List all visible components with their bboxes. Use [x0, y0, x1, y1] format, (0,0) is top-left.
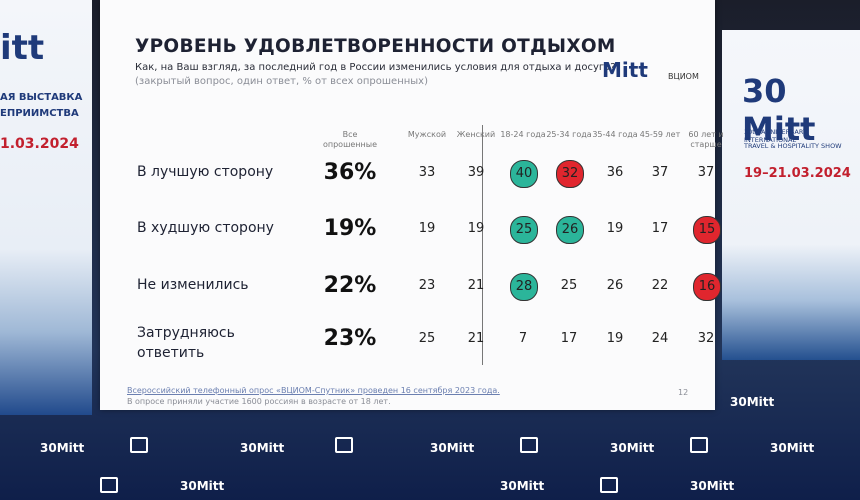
highlighted-cell: 32: [556, 160, 584, 188]
led-logo: 30Mitt: [770, 441, 815, 455]
led-logo: 30Mitt: [240, 441, 285, 455]
text: 30th ANNIVERSARY INTERNATIONAL: [744, 128, 807, 144]
cell: 19: [467, 221, 485, 236]
text: TRAVEL & HOSPITALITY SHOW: [744, 142, 842, 150]
page-number: 12: [678, 388, 689, 397]
led-icon: [100, 477, 118, 493]
right-screen: 30 Mitt 30th ANNIVERSARY INTERNATIONAL T…: [722, 30, 860, 360]
cell: 36: [606, 165, 624, 180]
cell: 39: [467, 165, 485, 180]
highlighted-cell: 28: [510, 273, 538, 301]
date: 19–21.03.2024: [744, 166, 851, 181]
footer: Всероссийский телефонный опрос «ВЦИОМ-Сп…: [127, 386, 500, 395]
row-label: Не изменились: [137, 277, 249, 293]
column-header: 60 лет и старше: [688, 130, 724, 149]
led-logo: 30Mitt: [180, 479, 225, 493]
led-logo: 30Mitt: [730, 395, 775, 409]
led-logo: 30Mitt: [610, 441, 655, 455]
text: АЯ ВЫСТАВКА: [0, 92, 83, 103]
footer: В опросе приняли участие 1600 россиян в …: [127, 397, 391, 406]
column-header: 35-44 года: [592, 130, 638, 139]
cell: 7: [518, 331, 528, 346]
cell: 32: [697, 331, 715, 346]
cell: 19: [418, 221, 436, 236]
logo: ВЦИОМ: [668, 72, 699, 81]
slide: УРОВЕНЬ УДОВЛЕТВОРЕННОСТИ ОТДЫХОМ Как, н…: [100, 0, 724, 410]
led-icon: [690, 437, 708, 453]
logo: 30 Mitt: [742, 72, 816, 148]
total-cell: 19%: [323, 216, 377, 241]
total-cell: 23%: [323, 326, 377, 351]
total-cell: 36%: [323, 160, 377, 185]
highlighted-cell: 25: [510, 216, 538, 244]
cell: 21: [467, 331, 485, 346]
cell: 23: [418, 278, 436, 293]
led-icon: [130, 437, 148, 453]
cell: 21: [467, 278, 485, 293]
cell: 37: [697, 165, 715, 180]
highlighted-cell: 26: [556, 216, 584, 244]
led-logo: 30Mitt: [690, 479, 735, 493]
column-header: 18-24 года: [500, 130, 546, 139]
led-logo: 30Mitt: [40, 441, 85, 455]
cell: 19: [606, 221, 624, 236]
led-icon: [600, 477, 618, 493]
row-label: В лучшую сторону: [137, 164, 274, 180]
question: Как, на Ваш взгляд, за последний год в Р…: [135, 62, 616, 73]
highlighted-cell: 15: [693, 216, 721, 244]
row-label: Затрудняюсь ответить: [137, 325, 235, 361]
highlighted-cell: 16: [693, 273, 721, 301]
total-cell: 22%: [323, 273, 377, 298]
cell: 19: [606, 331, 624, 346]
led-icon: [520, 437, 538, 453]
title: УРОВЕНЬ УДОВЛЕТВОРЕННОСТИ ОТДЫХОМ: [135, 36, 616, 57]
column-header: 25-34 года: [546, 130, 592, 139]
cell: 24: [651, 331, 669, 346]
cell: 22: [651, 278, 669, 293]
row-label: В худшую сторону: [137, 220, 274, 236]
logo: Mitt: [602, 58, 648, 82]
cell: 33: [418, 165, 436, 180]
cell: 25: [560, 278, 578, 293]
note: (закрытый вопрос, один ответ, % от всех …: [135, 76, 428, 87]
led-wall: 30Mitt 30Mitt 30Mitt 30Mitt 30Mitt 30Mitt 30Mi…: [0, 395, 860, 500]
cell: 26: [606, 278, 624, 293]
cell: 17: [560, 331, 578, 346]
separator: [482, 125, 483, 365]
column-header: Женский: [456, 130, 496, 139]
led-logo: 30Mitt: [430, 441, 475, 455]
date: 1.03.2024: [0, 136, 79, 152]
led-icon: [335, 437, 353, 453]
cell: 37: [651, 165, 669, 180]
column-header: Мужской: [407, 130, 447, 139]
cell: 17: [651, 221, 669, 236]
cell: 25: [418, 331, 436, 346]
column-header: 45-59 лет: [639, 130, 681, 139]
logo: itt: [0, 28, 45, 68]
text: ЕПРИИМСТВА: [0, 108, 79, 119]
highlighted-cell: 40: [510, 160, 538, 188]
column-header: Все опрошенные: [322, 130, 378, 149]
led-logo: 30Mitt: [500, 479, 545, 493]
left-screen: itt АЯ ВЫСТАВКА ЕПРИИМСТВА 1.03.2024: [0, 0, 92, 415]
